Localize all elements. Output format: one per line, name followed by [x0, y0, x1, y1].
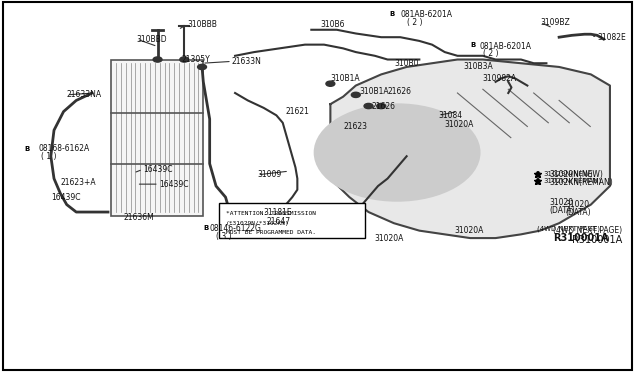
Text: 310B1A: 310B1A [330, 74, 360, 83]
Text: 31029N(NEW): 31029N(NEW) [543, 170, 593, 177]
Text: 21621: 21621 [286, 107, 310, 116]
Text: 16439C: 16439C [143, 165, 172, 174]
Text: *ATTENTION: TRANSMISSION: *ATTENTION: TRANSMISSION [225, 211, 316, 216]
Text: 310982A: 310982A [483, 74, 517, 83]
Text: ( 2 ): ( 2 ) [483, 49, 499, 58]
Text: 310B0: 310B0 [394, 59, 419, 68]
Text: R310001A: R310001A [553, 233, 608, 243]
Text: ( 3 ): ( 3 ) [216, 232, 232, 241]
Circle shape [381, 7, 403, 21]
Text: 310B6: 310B6 [321, 20, 346, 29]
Text: 31020A: 31020A [454, 226, 484, 235]
Text: 21305Y: 21305Y [181, 55, 210, 64]
Text: 310B1A: 310B1A [359, 87, 388, 96]
Text: 21623+A: 21623+A [60, 178, 96, 187]
Text: 31020A: 31020A [375, 234, 404, 243]
Circle shape [16, 142, 39, 155]
Text: 16439C: 16439C [51, 193, 81, 202]
Text: 081AB-6201A: 081AB-6201A [400, 10, 452, 19]
Text: 3109BZ: 3109BZ [540, 18, 570, 27]
Text: (DATA): (DATA) [566, 208, 591, 217]
Text: ( 2 ): ( 2 ) [406, 18, 422, 27]
FancyBboxPatch shape [219, 203, 365, 238]
Circle shape [461, 39, 484, 52]
Text: 310BBD: 310BBD [136, 35, 167, 44]
Text: 3102KN(REMAN): 3102KN(REMAN) [543, 178, 602, 185]
Circle shape [377, 103, 386, 109]
Circle shape [364, 103, 373, 109]
Circle shape [180, 57, 189, 62]
Text: B: B [389, 11, 395, 17]
Text: 21626: 21626 [388, 87, 412, 96]
Circle shape [314, 104, 480, 201]
Text: 31009: 31009 [257, 170, 282, 179]
Text: 081AB-6201A: 081AB-6201A [480, 42, 532, 51]
Text: 31020: 31020 [566, 200, 589, 209]
Text: 31020: 31020 [550, 198, 573, 207]
Circle shape [351, 92, 360, 97]
Text: 310BBB: 310BBB [188, 20, 218, 29]
Text: 21633N: 21633N [232, 57, 262, 66]
Text: ( 1 ): ( 1 ) [42, 152, 57, 161]
Circle shape [326, 81, 335, 86]
Text: 3102KN(REMAN): 3102KN(REMAN) [550, 178, 613, 187]
Text: (DATA): (DATA) [550, 206, 575, 215]
Text: 31082E: 31082E [597, 33, 626, 42]
Text: 16439C: 16439C [159, 180, 188, 189]
Text: 08168-6162A: 08168-6162A [38, 144, 90, 153]
Text: 21636M: 21636M [124, 213, 155, 222]
Text: 21623: 21623 [343, 122, 367, 131]
Text: 31181E: 31181E [264, 208, 292, 217]
Text: 21626: 21626 [372, 102, 396, 110]
Circle shape [153, 57, 162, 62]
Text: 31084: 31084 [438, 111, 463, 120]
Text: B: B [470, 42, 476, 48]
Text: MUST BE PROGRAMMED DATA.: MUST BE PROGRAMMED DATA. [225, 230, 316, 235]
Bar [111, 60, 204, 216]
Circle shape [195, 221, 218, 234]
Text: 31020A: 31020A [445, 120, 474, 129]
Text: B: B [25, 146, 30, 152]
Polygon shape [330, 60, 610, 238]
Text: 21647: 21647 [267, 217, 291, 226]
Text: 08146-6122G: 08146-6122G [210, 224, 262, 233]
Text: 31029N(NEW): 31029N(NEW) [550, 170, 604, 179]
Text: R310001A: R310001A [572, 235, 622, 245]
Text: 21633NA: 21633NA [67, 90, 102, 99]
Text: B: B [204, 225, 209, 231]
Circle shape [198, 64, 207, 70]
Text: (4WD NEXT PAGE): (4WD NEXT PAGE) [537, 225, 600, 232]
Text: 310B3A: 310B3A [464, 62, 493, 71]
Text: (4WD NEXT PAGE): (4WD NEXT PAGE) [553, 226, 622, 235]
Text: (*31029N/*3102KN): (*31029N/*3102KN) [225, 221, 289, 225]
